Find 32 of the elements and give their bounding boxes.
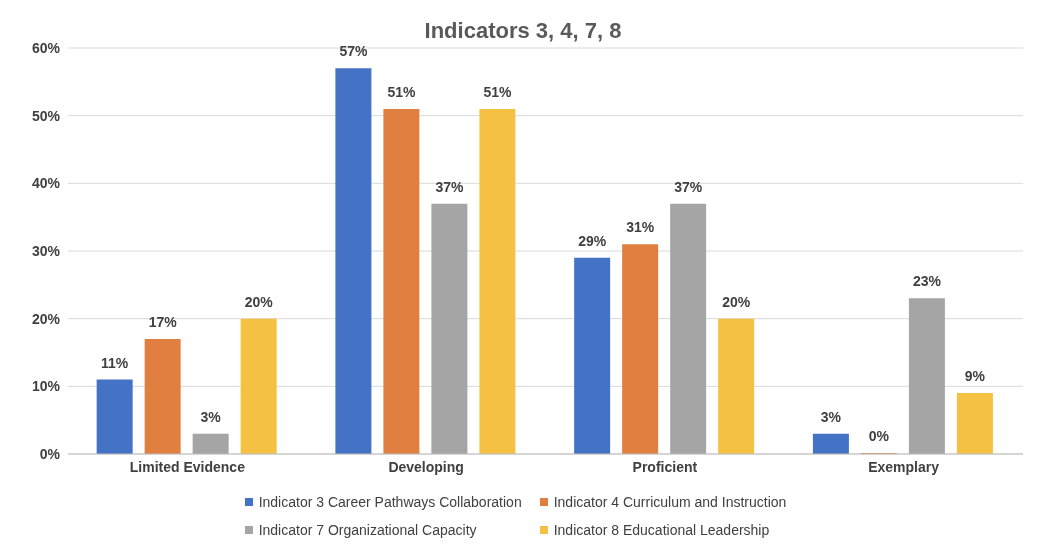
- data-label: 0%: [868, 428, 890, 444]
- x-tick-label: Limited Evidence: [129, 458, 246, 475]
- data-label: 17%: [148, 313, 178, 330]
- y-tick-label: 30%: [31, 242, 61, 259]
- legend-label: Indicator 3 Career Pathways Collaboration: [258, 494, 522, 510]
- data-label: 9%: [964, 368, 986, 385]
- data-label: 57%: [339, 43, 368, 60]
- data-label: 3%: [820, 408, 842, 425]
- data-label: 51%: [483, 83, 512, 100]
- x-tick-label: Proficient: [632, 458, 698, 475]
- data-label: 31%: [626, 219, 655, 236]
- y-tick-label: 0%: [39, 445, 61, 462]
- data-label: 20%: [722, 293, 751, 310]
- x-tick-label: Exemplary: [868, 458, 940, 475]
- chart-title: Indicators 3, 4, 7, 8: [424, 18, 622, 43]
- data-label: 29%: [578, 232, 607, 249]
- y-tick-label: 50%: [31, 107, 61, 124]
- y-tick-label: 60%: [31, 39, 61, 56]
- data-label: 51%: [387, 83, 416, 100]
- legend-label: Indicator 8 Educational Leadership: [553, 522, 770, 538]
- y-tick-label: 10%: [31, 378, 61, 395]
- data-label: 11%: [101, 354, 129, 371]
- data-label: 37%: [674, 178, 703, 195]
- data-label: 23%: [912, 273, 942, 290]
- legend-label: Indicator 7 Organizational Capacity: [258, 522, 477, 538]
- data-label: 20%: [244, 293, 274, 310]
- data-label: 37%: [435, 178, 464, 195]
- y-tick-label: 20%: [31, 310, 61, 327]
- legend-label: Indicator 4 Curriculum and Instruction: [553, 494, 787, 510]
- x-tick-label: Developing: [388, 458, 464, 475]
- data-label: 3%: [200, 408, 222, 425]
- y-tick-label: 40%: [31, 175, 61, 192]
